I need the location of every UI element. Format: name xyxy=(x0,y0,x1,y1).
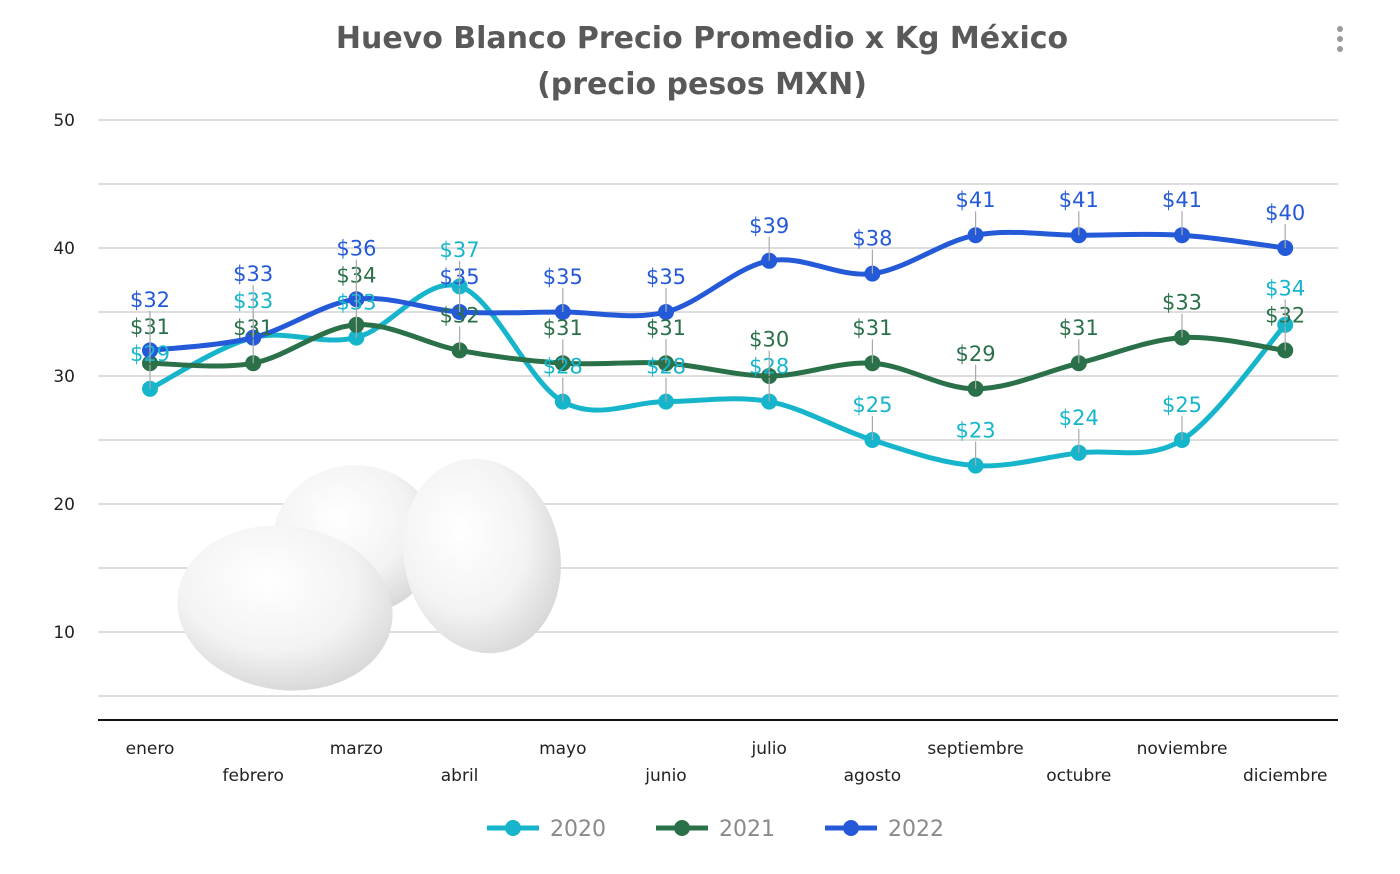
legend-swatch-marker xyxy=(505,820,521,836)
data-label-2020: $24 xyxy=(1059,406,1099,430)
data-label-2022: $35 xyxy=(646,265,686,289)
data-label-2022: $35 xyxy=(543,265,583,289)
x-tick-label: abril xyxy=(441,766,479,786)
x-tick-label: febrero xyxy=(223,766,284,786)
data-label-2021: $31 xyxy=(852,316,892,340)
legend-label: 2021 xyxy=(719,817,775,842)
y-tick-label: 50 xyxy=(53,111,75,131)
data-label-2022: $33 xyxy=(233,262,273,286)
series-line-2021 xyxy=(149,322,1286,392)
x-tick-label: septiembre xyxy=(927,739,1023,759)
data-label-2022: $36 xyxy=(336,237,376,261)
data-label-2021: $31 xyxy=(1059,316,1099,340)
data-label-2021: $29 xyxy=(956,342,996,366)
x-tick-label: julio xyxy=(751,739,787,759)
x-tick-label: noviembre xyxy=(1137,739,1228,759)
x-tick-label: agosto xyxy=(844,766,902,786)
chart-title-line2: (precio pesos MXN) xyxy=(537,67,867,102)
legend-label: 2020 xyxy=(550,817,606,842)
data-label-2020: $34 xyxy=(1265,276,1305,300)
eggs-image xyxy=(177,458,561,691)
data-label-2022: $41 xyxy=(1059,188,1099,212)
y-axis-ticks: 10 20 30 40 50 xyxy=(53,111,75,643)
data-label-2022: $38 xyxy=(852,227,892,251)
data-label-2022: $41 xyxy=(956,188,996,212)
data-labels: $29$31$32$31$33$33$33$34$36$32$35$37$28$… xyxy=(130,188,1305,466)
data-label-2022: $40 xyxy=(1265,201,1305,225)
more-vertical-icon[interactable] xyxy=(1330,26,1350,60)
x-tick-label: junio xyxy=(644,766,686,786)
legend-swatch-marker xyxy=(843,820,859,836)
y-tick-label: 10 xyxy=(53,623,75,643)
data-label-2022: $32 xyxy=(130,288,170,312)
data-label-2021: $30 xyxy=(749,328,789,352)
data-label-2021: $33 xyxy=(1162,291,1202,315)
x-tick-label: mayo xyxy=(539,739,586,759)
data-label-2020: $23 xyxy=(956,419,996,443)
data-label-2021: $31 xyxy=(543,316,583,340)
legend: 2020 2021 2022 xyxy=(487,817,944,842)
x-tick-label: octubre xyxy=(1046,766,1111,786)
y-tick-label: 20 xyxy=(53,495,75,515)
chart-title-line1: Huevo Blanco Precio Promedio x Kg México xyxy=(336,21,1068,56)
legend-label: 2022 xyxy=(888,817,944,842)
data-label-2022: $39 xyxy=(749,214,789,238)
x-tick-label: diciembre xyxy=(1243,766,1327,786)
x-tick-label: marzo xyxy=(330,739,383,759)
x-tick-label: enero xyxy=(126,739,175,759)
legend-swatch-marker xyxy=(674,820,690,836)
series-line-2022 xyxy=(149,229,1286,353)
data-label-2021: $31 xyxy=(646,316,686,340)
x-axis-ticks: enero febrero marzo abril mayo junio julio agos… xyxy=(126,739,1328,786)
data-label-2022: $41 xyxy=(1162,188,1202,212)
series-group xyxy=(142,227,1294,474)
data-label-2020: $25 xyxy=(852,393,892,417)
y-tick-label: 30 xyxy=(53,367,75,387)
data-label-2020: $37 xyxy=(440,238,480,262)
data-label-2020: $25 xyxy=(1162,393,1202,417)
y-tick-label: 40 xyxy=(53,239,75,259)
